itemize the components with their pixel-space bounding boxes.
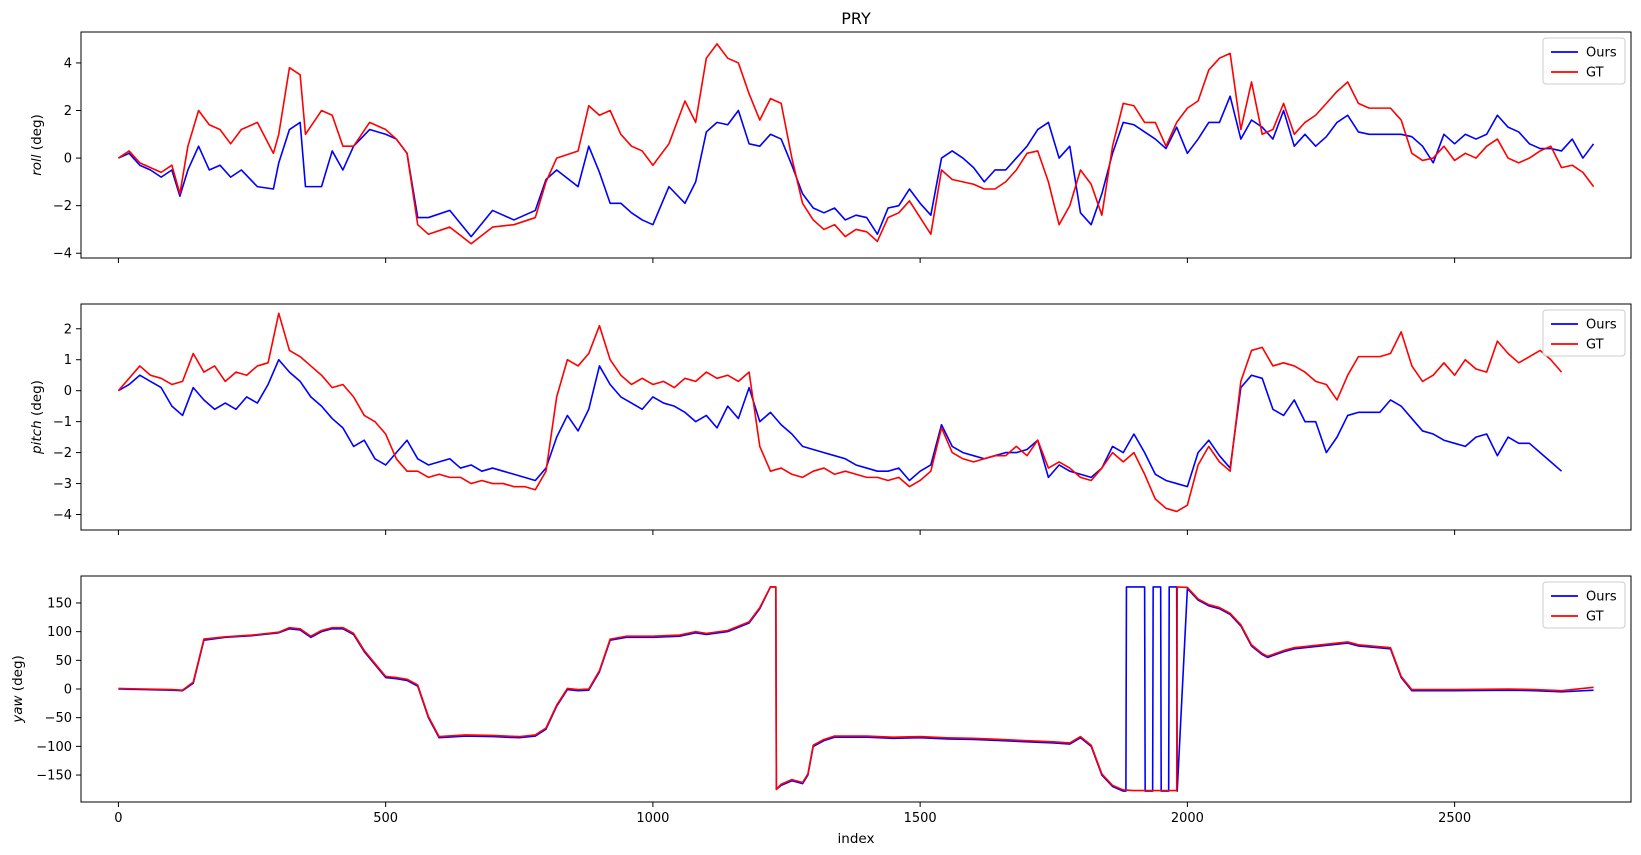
chart-title: PRY: [841, 9, 871, 28]
legend-label-gt: GT: [1586, 610, 1604, 625]
y-tick-label: 50: [55, 654, 72, 669]
y-axis-label-unit: (deg): [29, 380, 45, 420]
x-tick-label: 1500: [904, 811, 937, 826]
x-tick-label: 1000: [636, 811, 669, 826]
y-tick-label: −50: [45, 711, 72, 726]
legend-label-ours: Ours: [1586, 46, 1617, 61]
y-tick-label: 0: [64, 152, 72, 167]
series-line-gt-yaw: [118, 586, 1594, 792]
series-line-ours-yaw: [118, 586, 1594, 792]
y-tick-label: 0: [64, 683, 72, 698]
legend-label-ours: Ours: [1586, 590, 1617, 605]
y-tick-label: −150: [36, 769, 72, 784]
legend-label-gt: GT: [1586, 66, 1604, 81]
y-tick-label: −3: [53, 477, 72, 492]
y-axis-label-yaw: yaw (deg): [10, 655, 26, 724]
x-axis-label: index: [838, 831, 875, 847]
y-tick-label: 1: [64, 353, 72, 368]
y-axis-label-variable: pitch: [29, 420, 45, 455]
series-line-gt-roll: [117, 43, 1595, 245]
y-tick-label: −100: [36, 740, 72, 755]
y-tick-label: 0: [64, 384, 72, 399]
x-tick-label: 2000: [1171, 811, 1204, 826]
y-tick-label: −1: [53, 415, 72, 430]
series-line-gt-pitch: [117, 312, 1563, 513]
y-axis-label-variable: yaw: [10, 695, 26, 724]
plot-frame-yaw: [80, 575, 1632, 803]
y-tick-label: 150: [47, 596, 72, 611]
legend-label-gt: GT: [1586, 338, 1604, 353]
y-tick-label: 100: [47, 625, 72, 640]
x-tick-label: 0: [114, 811, 122, 826]
y-tick-label: −4: [53, 247, 72, 262]
x-tick-label: 2500: [1438, 811, 1471, 826]
plot-frame-roll: [80, 31, 1632, 259]
y-tick-label: −2: [53, 199, 72, 214]
series-line-ours-pitch: [118, 358, 1563, 488]
plot-frame-pitch: [80, 303, 1632, 531]
x-tick-label: 500: [373, 811, 398, 826]
legend-label-ours: Ours: [1586, 318, 1617, 333]
legend-yaw: Ours GT: [1542, 581, 1626, 629]
y-axis-label-pitch: pitch (deg): [29, 380, 45, 455]
panel-pitch: −4 −3 −2 −1 0 1 2 pitch (deg) Ours GT: [29, 303, 1632, 535]
y-axis-label-variable: roll: [29, 154, 45, 176]
y-axis-label-unit: (deg): [10, 655, 26, 695]
y-tick-label: 2: [64, 104, 72, 119]
legend-pitch: Ours GT: [1542, 309, 1626, 357]
y-tick-label: −2: [53, 446, 72, 461]
panel-roll: −4 −2 0 2 4 roll (deg) Ours GT: [29, 31, 1632, 263]
y-axis-label-unit: (deg): [29, 114, 45, 154]
y-tick-label: 4: [64, 56, 72, 71]
series-line-ours-roll: [118, 95, 1595, 238]
y-tick-label: −4: [53, 508, 72, 523]
y-axis-label-roll: roll (deg): [29, 114, 45, 176]
y-tick-label: 2: [64, 322, 72, 337]
legend-roll: Ours GT: [1542, 37, 1626, 85]
